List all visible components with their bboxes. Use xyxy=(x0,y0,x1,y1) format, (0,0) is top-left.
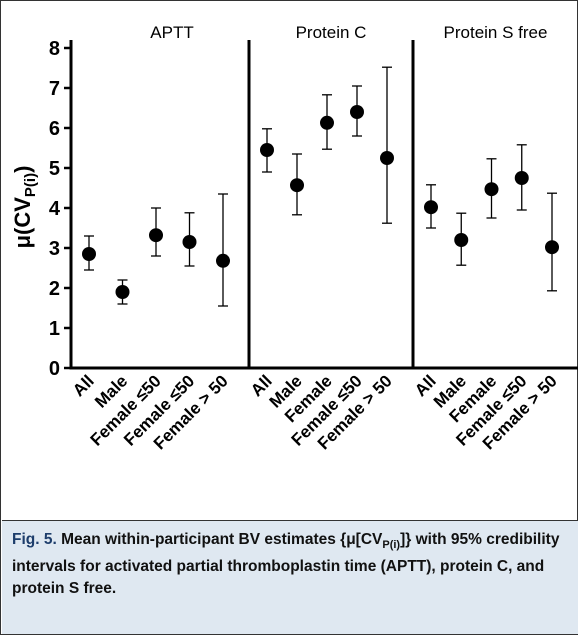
y-tick-label: 7 xyxy=(49,78,60,100)
caption-label: Fig. 5. xyxy=(12,531,57,548)
point xyxy=(514,171,529,185)
point xyxy=(380,151,394,165)
point xyxy=(260,143,274,157)
panel-title: Protein S free xyxy=(444,23,548,42)
panel-title: Protein C xyxy=(296,23,367,42)
error-bar xyxy=(382,66,392,224)
point xyxy=(290,178,304,193)
y-tick-label: 6 xyxy=(49,118,60,140)
caption-text: Mean within-participant BV estimates {μ[… xyxy=(61,531,383,548)
error-bar xyxy=(218,193,228,307)
y-tick-label: 8 xyxy=(49,38,60,60)
point xyxy=(115,285,130,299)
panel-title: APTT xyxy=(150,23,193,42)
point xyxy=(484,182,499,197)
y-tick-label: 4 xyxy=(49,198,61,220)
point xyxy=(82,247,96,261)
point xyxy=(545,240,559,255)
caption-text: ]} with 95% credibility intervals for ac… xyxy=(12,531,560,598)
y-tick-label: 0 xyxy=(49,358,60,380)
caption: Fig. 5. Mean within-participant BV estim… xyxy=(2,520,578,634)
point xyxy=(216,253,230,268)
point xyxy=(424,200,438,215)
point xyxy=(182,235,197,249)
point xyxy=(320,115,334,130)
point xyxy=(149,228,163,243)
y-tick-label: 3 xyxy=(49,238,60,260)
point xyxy=(454,233,469,247)
caption-sub: P(i) xyxy=(382,539,401,552)
y-tick-label: 1 xyxy=(49,318,60,340)
y-axis-label: μ(CVP(i)) xyxy=(10,166,39,249)
y-tick-label: 2 xyxy=(49,278,60,300)
point xyxy=(350,105,364,119)
y-tick-label: 5 xyxy=(49,158,60,180)
